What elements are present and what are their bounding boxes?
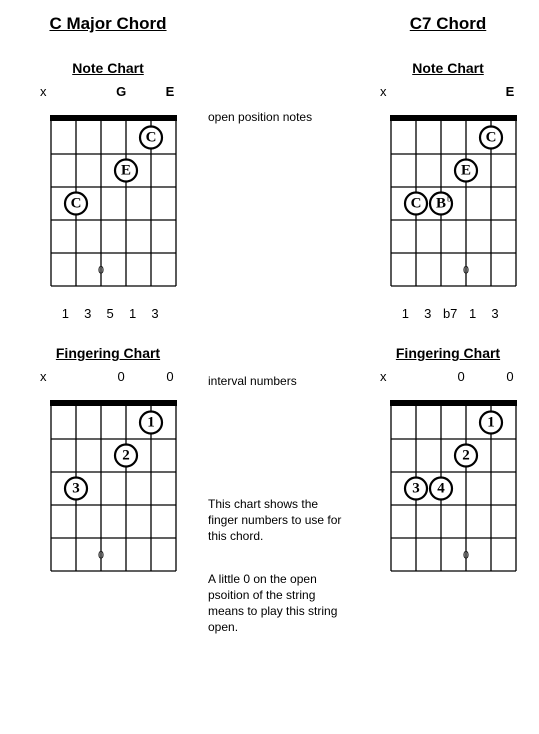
right-fingering-chart: x 0 0 1 2 3 4 0 <box>363 369 533 577</box>
open-string-mark: 0 <box>113 369 129 384</box>
open-note-label <box>429 84 445 99</box>
fret-dot-label: E <box>461 163 471 179</box>
right-title: C7 Chord <box>348 14 539 34</box>
interval-number: 3 <box>487 306 503 321</box>
open-string-mark: 0 <box>502 369 518 384</box>
label-interval-numbers: interval numbers <box>208 374 348 388</box>
nut <box>50 400 177 406</box>
muted-mark: x <box>40 369 56 384</box>
right-column: C7 Chord Note Chart xE CECBb0 13b713 Fin… <box>348 14 539 635</box>
right-fing-open-row: x00 <box>390 369 518 384</box>
interval-number: 5 <box>102 306 118 321</box>
left-fing-open-row: x00 <box>50 369 178 384</box>
fret-dot-label: C <box>486 130 497 146</box>
left-note-chart: x G E C E C 0 <box>23 84 193 292</box>
open-marker-in-grid: 0 <box>98 548 104 562</box>
open-note-label <box>64 369 80 384</box>
right-note-chart: xE CECBb0 <box>363 84 533 292</box>
open-marker-in-grid: 0 <box>463 548 469 562</box>
right-intervals: 13b713 <box>375 306 503 321</box>
open-note-label <box>89 84 105 99</box>
explain-open-zero: A little 0 on the open psoition of the s… <box>208 571 348 636</box>
interval-number: 3 <box>147 306 163 321</box>
right-note-open-row: xE <box>390 84 518 99</box>
interval-number: 1 <box>125 306 141 321</box>
interval-number: b7 <box>442 306 458 321</box>
interval-number: 1 <box>397 306 413 321</box>
muted-mark: x <box>380 369 396 384</box>
open-note-label: E <box>502 84 518 99</box>
open-note-label: E <box>162 84 178 99</box>
nut <box>390 115 517 121</box>
interval-number <box>35 306 51 321</box>
fret-dot-label: 3 <box>72 481 80 497</box>
interval-number: 1 <box>57 306 73 321</box>
open-note-label: G <box>113 84 129 99</box>
left-note-open-row: xGE <box>50 84 178 99</box>
fret-dot-label: C <box>71 196 82 212</box>
open-note-label <box>478 369 494 384</box>
fret-dot-label: 4 <box>437 481 445 497</box>
fret-dot-label: 1 <box>487 415 495 431</box>
open-note-label <box>404 369 420 384</box>
fret-dot-label: C <box>146 130 157 146</box>
left-title: C Major Chord <box>8 14 208 34</box>
fret-dot-label: 2 <box>462 448 470 464</box>
label-open-position-notes: open position notes <box>208 110 348 124</box>
open-note-label <box>429 369 445 384</box>
open-string-mark: 0 <box>453 369 469 384</box>
left-intervals: 13513 <box>35 306 163 321</box>
open-marker-in-grid: 0 <box>98 263 104 277</box>
left-note-heading: Note Chart <box>8 60 208 76</box>
interval-number: 3 <box>420 306 436 321</box>
open-marker-in-grid: 0 <box>463 263 469 277</box>
nut <box>50 115 177 121</box>
right-fingering-heading: Fingering Chart <box>348 345 539 361</box>
right-note-heading: Note Chart <box>348 60 539 76</box>
flat-symbol: b <box>447 194 452 204</box>
open-note-label <box>138 369 154 384</box>
muted-mark: x <box>40 84 56 99</box>
fret-dot-label: B <box>436 196 446 212</box>
fret-dot-label: 2 <box>122 448 130 464</box>
left-fingering-heading: Fingering Chart <box>8 345 208 361</box>
explain-finger-numbers: This chart shows the finger numbers to u… <box>208 496 348 545</box>
nut <box>390 400 517 406</box>
left-fingering-chart: x 0 0 1 2 3 0 <box>23 369 193 577</box>
interval-number <box>375 306 391 321</box>
middle-column: open position notes interval numbers Thi… <box>208 14 348 635</box>
fret-dot-label: E <box>121 163 131 179</box>
open-note-label <box>453 84 469 99</box>
interval-number: 3 <box>80 306 96 321</box>
open-note-label <box>64 84 80 99</box>
open-note-label <box>138 84 154 99</box>
open-string-mark: 0 <box>162 369 178 384</box>
interval-number: 1 <box>465 306 481 321</box>
fret-dot-label: C <box>411 196 422 212</box>
open-note-label <box>89 369 105 384</box>
left-column: C Major Chord Note Chart xGE CEC0 13513 … <box>8 14 208 635</box>
open-note-label <box>404 84 420 99</box>
open-note-label <box>478 84 494 99</box>
muted-mark: x <box>380 84 396 99</box>
fret-dot-label: 3 <box>412 481 420 497</box>
fret-dot-label: 1 <box>147 415 155 431</box>
